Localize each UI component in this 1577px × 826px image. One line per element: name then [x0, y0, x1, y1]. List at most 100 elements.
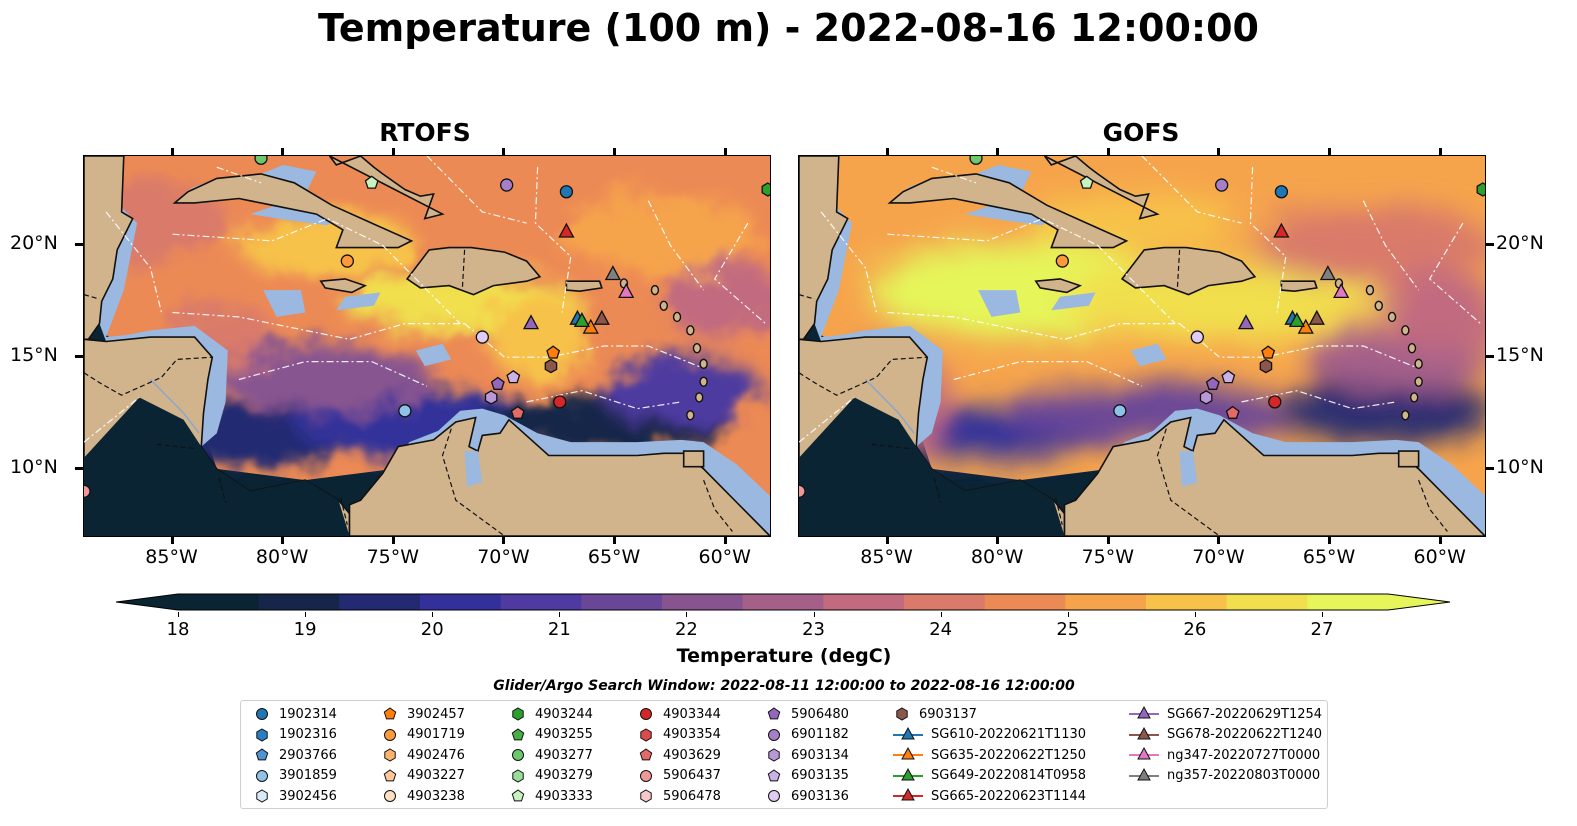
x-tick-label: 70°W: [477, 546, 530, 568]
obs-marker-6901182[interactable]: [500, 178, 514, 192]
legend-item-label: 4903354: [663, 727, 721, 742]
x-tick-label: 75°W: [366, 546, 420, 568]
colorbar-label: Temperature (degC): [676, 645, 892, 667]
obs-marker-6903136[interactable]: [1190, 330, 1204, 344]
obs-marker-5906437[interactable]: [799, 484, 806, 498]
obs-marker-SG678-20220622T1240[interactable]: [593, 309, 610, 325]
colorbar-tick-label: 18: [166, 619, 190, 640]
legend-item: 4903344: [637, 704, 721, 724]
obs-marker-4903333[interactable]: [364, 175, 379, 189]
x-tick-top: [723, 148, 727, 156]
legend-item: 4903277: [509, 745, 593, 765]
obs-marker-6903137[interactable]: [1259, 358, 1273, 374]
legend-item-label: 6901182: [791, 727, 849, 742]
x-tick-bottom: [885, 536, 889, 544]
obs-marker-4901719[interactable]: [1055, 254, 1069, 268]
legend-item-label: 4903227: [407, 768, 465, 783]
legend-marker-icon: [893, 767, 923, 780]
x-tick-top: [281, 148, 285, 156]
obs-marker-3902457[interactable]: [1261, 345, 1276, 359]
legend-marker-icon: [768, 748, 780, 762]
obs-marker-1902314[interactable]: [559, 185, 574, 199]
obs-marker-6903137[interactable]: [544, 358, 558, 374]
obs-marker-ng357-20220803T0000[interactable]: [604, 265, 621, 281]
y-tick-label: 20°N: [10, 232, 58, 255]
obs-marker-3902457[interactable]: [546, 345, 561, 359]
obs-marker-SG665-20220623T1144[interactable]: [558, 222, 575, 238]
legend-marker-icon: [893, 726, 923, 739]
obs-marker-4903333[interactable]: [1079, 175, 1094, 189]
x-tick-bottom: [996, 536, 1000, 544]
colorbar-extend-low: [116, 594, 178, 610]
colorbar-segment: [1065, 594, 1147, 610]
legend-item: 6903137: [893, 704, 977, 724]
obs-marker-6903134[interactable]: [1199, 390, 1213, 405]
obs-marker-5906437[interactable]: [84, 484, 91, 498]
legend-marker-icon: [768, 790, 780, 802]
legend-item-label: 6903134: [791, 747, 849, 763]
colorbar-tick: [305, 612, 307, 617]
colorbar-tick: [940, 612, 942, 617]
obs-marker-SG665-20220623T1144[interactable]: [1273, 222, 1290, 238]
obs-marker-4903244[interactable]: [761, 182, 770, 197]
obs-marker-6901182[interactable]: [1215, 178, 1229, 192]
legend-item-label: 4903344: [663, 706, 721, 722]
legend-item: 3902457: [381, 704, 465, 724]
legend-item: SG610-20220621T1130: [893, 725, 1086, 745]
obs-marker-SG649-20220814T0958[interactable]: [573, 312, 590, 328]
legend-item: 6903136: [765, 786, 849, 806]
obs-marker-ng357-20220803T0000[interactable]: [1319, 265, 1336, 281]
obs-marker-5906480[interactable]: [490, 376, 505, 390]
x-tick-top: [1328, 148, 1332, 156]
obs-marker-SG678-20220622T1240[interactable]: [1308, 309, 1325, 325]
colorbar-segment: [581, 594, 663, 610]
obs-marker-4903344[interactable]: [1268, 395, 1282, 409]
obs-marker-SG667-20220629T1254[interactable]: [1237, 314, 1255, 330]
colorbar-segment: [500, 594, 582, 610]
colorbar-segment: [662, 594, 744, 610]
obs-marker-6903135[interactable]: [506, 369, 521, 384]
rtofs-map[interactable]: [83, 155, 771, 537]
obs-marker-6903134[interactable]: [484, 390, 498, 405]
obs-marker-1902314[interactable]: [1274, 185, 1289, 199]
obs-marker-4903277[interactable]: [969, 156, 983, 165]
x-tick-bottom: [502, 536, 506, 544]
x-tick-bottom: [391, 536, 395, 544]
colorbar-tick: [1322, 612, 1323, 617]
legend-item-label: 5906480: [791, 706, 849, 722]
y-tick-label: 10°N: [10, 455, 58, 478]
legend-marker-icon: [768, 728, 780, 741]
y-tick-label: 10°N: [1496, 455, 1544, 478]
obs-marker-ng347-20220727T0000[interactable]: [1333, 282, 1350, 299]
legend-marker-icon: [384, 748, 396, 762]
obs-marker-3901859[interactable]: [1113, 404, 1127, 418]
legend-marker-icon: [1129, 767, 1159, 780]
legend-item: 4903354: [637, 725, 721, 745]
legend-marker-icon: [256, 789, 268, 803]
obs-marker-4903344[interactable]: [553, 395, 567, 409]
obs-marker-SG649-20220814T0958[interactable]: [1288, 312, 1305, 328]
y-tick: [75, 355, 83, 359]
obs-marker-ng347-20220727T0000[interactable]: [618, 282, 635, 299]
obs-marker-4903629[interactable]: [1225, 405, 1240, 419]
legend-marker-icon: [893, 746, 923, 760]
obs-marker-SG667-20220629T1254[interactable]: [522, 314, 540, 330]
obs-marker-5906480[interactable]: [1205, 376, 1220, 390]
obs-marker-6903136[interactable]: [475, 330, 489, 344]
x-tick-label: 75°W: [1081, 546, 1135, 568]
colorbar-tick: [432, 612, 434, 617]
legend-item-label: 4903629: [663, 747, 721, 763]
obs-marker-4903244[interactable]: [1476, 182, 1485, 197]
gofs-map[interactable]: [798, 155, 1486, 537]
obs-marker-3901859[interactable]: [398, 404, 412, 418]
obs-marker-4903629[interactable]: [510, 405, 525, 419]
legend-marker-icon: [893, 787, 923, 801]
legend-marker-icon: [512, 707, 524, 721]
x-tick-bottom: [1328, 536, 1332, 544]
colorbar-tick-label: 26: [1183, 619, 1207, 640]
obs-marker-4901719[interactable]: [340, 254, 354, 268]
legend-item-label: 4901719: [407, 727, 465, 742]
obs-marker-4903277[interactable]: [254, 156, 268, 165]
obs-marker-6903135[interactable]: [1221, 369, 1236, 384]
x-tick-top: [885, 148, 889, 156]
